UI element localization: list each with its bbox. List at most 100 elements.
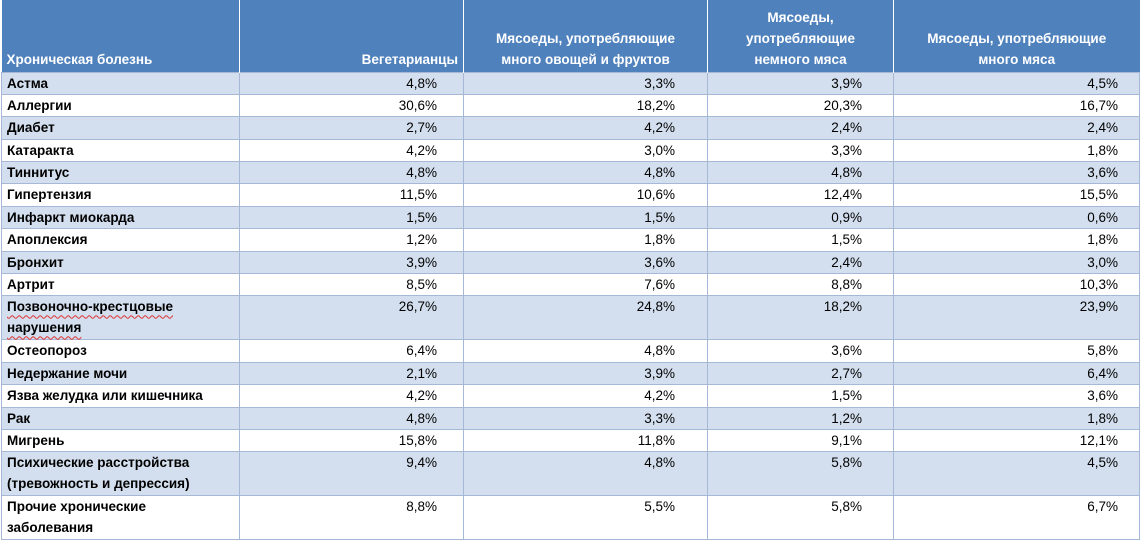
value-cell: 5,5% — [463, 495, 708, 540]
value-cell: 3,3% — [463, 406, 708, 430]
table-row: Язва желудка или кишечника 4,2% 4,2% 1,5% 3,… — [1, 384, 1140, 408]
value-cell: 1,5% — [463, 205, 708, 230]
value-cell: 15,8% — [239, 428, 464, 453]
value-cell: 8,8% — [239, 495, 464, 540]
value-cell: 8,8% — [707, 273, 894, 297]
disease-name-cell: Позвоночно-крестцовые нарушения — [1, 295, 240, 341]
value-cell: 5,8% — [707, 451, 894, 497]
disease-name: Язва желудка или кишечника — [7, 388, 203, 404]
table-row: Апоплексия 1,2% 1,8% 1,5% 1,8% — [1, 228, 1140, 252]
value-cell: 1,5% — [707, 384, 894, 408]
disease-name: Диабет — [7, 120, 55, 136]
disease-name: Аллергии — [7, 97, 72, 113]
table-row: Недержание мочи 2,1% 3,9% 2,7% 6,4% — [1, 361, 1140, 386]
value-cell: 3,6% — [893, 161, 1140, 185]
value-cell: 4,2% — [463, 384, 708, 408]
value-cell: 0,6% — [893, 205, 1140, 230]
disease-name-cell: Мигрень — [1, 428, 240, 453]
value-cell: 18,2% — [463, 93, 708, 118]
value-cell: 4,8% — [239, 406, 464, 430]
disease-name-cell: Астма — [1, 71, 240, 95]
value-cell: 4,8% — [707, 161, 894, 185]
value-cell: 3,9% — [707, 71, 894, 95]
value-cell: 12,4% — [707, 183, 894, 207]
disease-name: Артрит — [7, 277, 55, 293]
value-cell: 4,5% — [893, 451, 1140, 497]
header-meat-eaters-veg-fruit-label: Мясоеды, употребляющие много овощей и фр… — [496, 30, 675, 67]
header-meat-eaters-much-meat-label: Мясоеды, употребляющие много мяса — [927, 30, 1107, 67]
value-cell: 6,7% — [893, 495, 1140, 540]
value-cell: 26,7% — [239, 295, 464, 341]
header-meat-eaters-much-meat: Мясоеды, употребляющие много мяса — [893, 0, 1140, 72]
disease-name-cell: Бронхит — [1, 250, 240, 275]
value-cell: 3,9% — [463, 361, 708, 386]
table-row: Тиннитус 4,8% 4,8% 4,8% 3,6% — [1, 161, 1140, 185]
table-row: Остеопороз 6,4% 4,8% 3,6% 5,8% — [1, 339, 1140, 363]
disease-name: Катаракта — [7, 142, 74, 158]
disease-name-cell: Недержание мочи — [1, 361, 240, 386]
value-cell: 4,8% — [463, 451, 708, 497]
value-cell: 11,5% — [239, 183, 464, 207]
value-cell: 15,5% — [893, 183, 1140, 207]
table-row: Аллергии 30,6% 18,2% 20,3% 16,7% — [1, 93, 1140, 118]
value-cell: 2,4% — [707, 116, 894, 140]
value-cell: 2,4% — [893, 116, 1140, 140]
value-cell: 1,8% — [893, 228, 1140, 252]
value-cell: 2,7% — [707, 361, 894, 386]
table-row: Позвоночно-крестцовые нарушения 26,7% 24,8… — [1, 295, 1140, 341]
disease-name: Рак — [7, 410, 31, 426]
disease-name: Апоплексия — [7, 232, 88, 248]
disease-name: Позвоночно-крестцовые нарушения — [7, 299, 173, 336]
value-cell: 5,8% — [893, 339, 1140, 363]
table-row: Прочие хронические заболевания 8,8% 5,5% 5,… — [1, 495, 1140, 540]
value-cell: 1,8% — [463, 228, 708, 252]
disease-name-cell: Инфаркт миокарда — [1, 205, 240, 230]
value-cell: 1,2% — [239, 228, 464, 252]
table-row: Рак 4,8% 3,3% 1,2% 1,8% — [1, 406, 1140, 430]
header-disease: Хроническая болезнь — [1, 0, 240, 72]
value-cell: 4,8% — [239, 161, 464, 185]
value-cell: 1,2% — [707, 406, 894, 430]
header-vegetarians: Вегетарианцы — [239, 0, 464, 72]
disease-name-cell: Тиннитус — [1, 161, 240, 185]
disease-name: Инфаркт миокарда — [7, 209, 135, 225]
value-cell: 23,9% — [893, 295, 1140, 341]
table-row: Диабет 2,7% 4,2% 2,4% 2,4% — [1, 116, 1140, 140]
value-cell: 20,3% — [707, 93, 894, 118]
disease-name-cell: Артрит — [1, 273, 240, 297]
value-cell: 6,4% — [239, 339, 464, 363]
value-cell: 1,8% — [893, 138, 1140, 163]
value-cell: 16,7% — [893, 93, 1140, 118]
disease-name-cell: Психические расстройства (тревожность и … — [1, 451, 240, 497]
disease-name-cell: Язва желудка или кишечника — [1, 384, 240, 408]
value-cell: 3,9% — [239, 250, 464, 275]
disease-name: Недержание мочи — [7, 365, 128, 381]
value-cell: 3,6% — [707, 339, 894, 363]
value-cell: 10,6% — [463, 183, 708, 207]
value-cell: 0,9% — [707, 205, 894, 230]
value-cell: 12,1% — [893, 428, 1140, 453]
value-cell: 3,6% — [463, 250, 708, 275]
header-meat-eaters-veg-fruit: Мясоеды, употребляющие много овощей и фр… — [463, 0, 708, 72]
value-cell: 7,6% — [463, 273, 708, 297]
value-cell: 6,4% — [893, 361, 1140, 386]
table-row: Артрит 8,5% 7,6% 8,8% 10,3% — [1, 273, 1140, 297]
table-row: Бронхит 3,9% 3,6% 2,4% 3,0% — [1, 250, 1140, 275]
disease-name-cell: Диабет — [1, 116, 240, 140]
value-cell: 3,3% — [463, 71, 708, 95]
disease-name-cell: Аллергии — [1, 93, 240, 118]
value-cell: 1,5% — [239, 205, 464, 230]
disease-name-cell: Рак — [1, 406, 240, 430]
disease-name: Астма — [7, 75, 49, 91]
table-body: Астма 4,8% 3,3% 3,9% 4,5% Аллергии 30,6% 18,2% 2… — [1, 71, 1140, 540]
value-cell: 5,8% — [707, 495, 894, 540]
disease-name-cell: Прочие хронические заболевания — [1, 495, 240, 540]
disease-name-cell: Апоплексия — [1, 228, 240, 252]
header-meat-eaters-little-meat: Мясоеды, употребляющие немного мяса — [707, 0, 894, 72]
table-row: Гипертензия 11,5% 10,6% 12,4% 15,5% — [1, 183, 1140, 207]
value-cell: 10,3% — [893, 273, 1140, 297]
value-cell: 1,5% — [707, 228, 894, 252]
value-cell: 4,8% — [239, 71, 464, 95]
value-cell: 4,2% — [463, 116, 708, 140]
